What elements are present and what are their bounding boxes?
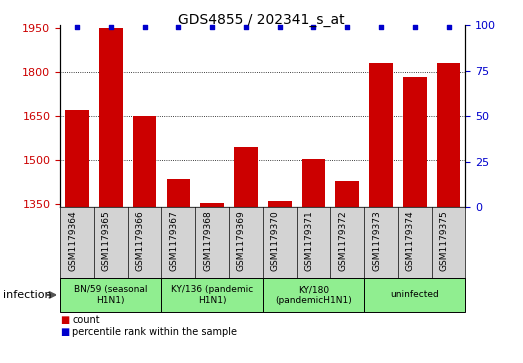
Bar — [234, 147, 258, 363]
Point — [140, 24, 149, 30]
Text: ■: ■ — [60, 327, 70, 337]
Point — [343, 24, 351, 30]
Point — [208, 24, 217, 30]
Bar — [166, 179, 190, 363]
Text: GDS4855 / 202341_s_at: GDS4855 / 202341_s_at — [178, 13, 345, 27]
Bar — [65, 110, 89, 363]
Text: GSM1179375: GSM1179375 — [439, 211, 449, 271]
Bar — [335, 180, 359, 363]
Bar — [200, 203, 224, 363]
Text: KY/136 (pandemic
H1N1): KY/136 (pandemic H1N1) — [171, 285, 253, 305]
Bar — [369, 64, 393, 363]
Text: percentile rank within the sample: percentile rank within the sample — [72, 327, 237, 337]
Text: GSM1179368: GSM1179368 — [203, 211, 212, 271]
Text: GSM1179365: GSM1179365 — [102, 211, 111, 271]
Point — [276, 24, 284, 30]
Bar — [99, 28, 122, 363]
Point — [174, 24, 183, 30]
Bar — [268, 201, 291, 363]
Text: GSM1179374: GSM1179374 — [406, 211, 415, 271]
Bar — [364, 278, 465, 312]
Text: GSM1179366: GSM1179366 — [135, 211, 144, 271]
Text: GSM1179373: GSM1179373 — [372, 211, 381, 271]
Text: uninfected: uninfected — [391, 290, 439, 299]
Text: infection: infection — [3, 290, 51, 300]
Point — [242, 24, 250, 30]
Text: count: count — [72, 315, 100, 325]
Bar — [302, 159, 325, 363]
Bar — [162, 278, 263, 312]
Point — [309, 24, 317, 30]
Bar — [263, 278, 364, 312]
Point — [107, 24, 115, 30]
Bar — [437, 64, 460, 363]
Text: GSM1179367: GSM1179367 — [169, 211, 178, 271]
Text: GSM1179370: GSM1179370 — [271, 211, 280, 271]
Text: BN/59 (seasonal
H1N1): BN/59 (seasonal H1N1) — [74, 285, 147, 305]
Point — [73, 24, 81, 30]
Point — [445, 24, 453, 30]
Bar — [60, 278, 162, 312]
Point — [411, 24, 419, 30]
Text: KY/180
(pandemicH1N1): KY/180 (pandemicH1N1) — [275, 285, 352, 305]
Text: GSM1179372: GSM1179372 — [338, 211, 347, 271]
Text: GSM1179364: GSM1179364 — [68, 211, 77, 271]
Text: GSM1179371: GSM1179371 — [304, 211, 313, 271]
Text: GSM1179369: GSM1179369 — [237, 211, 246, 271]
Text: ■: ■ — [60, 315, 70, 325]
Bar — [403, 77, 427, 363]
Point — [377, 24, 385, 30]
Bar — [133, 116, 156, 363]
